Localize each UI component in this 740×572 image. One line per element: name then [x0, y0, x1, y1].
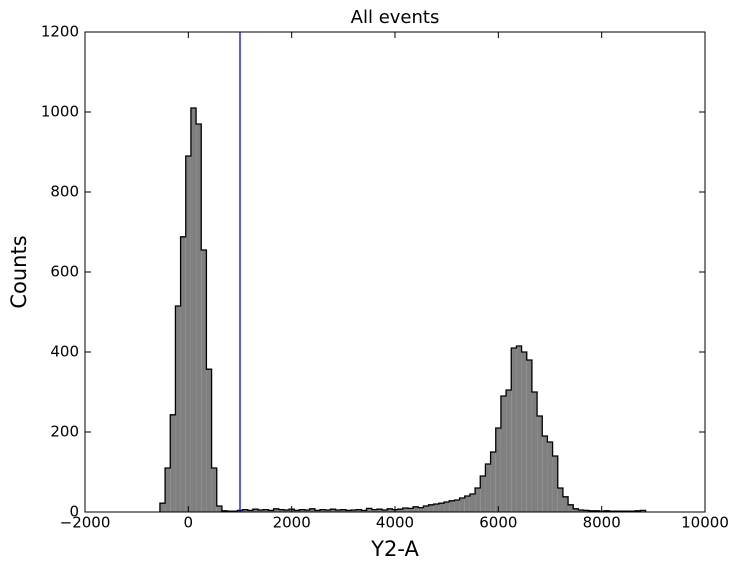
bar	[304, 510, 310, 512]
bar	[511, 348, 517, 512]
bar	[366, 508, 372, 512]
bar	[206, 369, 212, 512]
x-tick-label: 6000	[479, 514, 517, 532]
chart-title: All events	[351, 7, 440, 28]
bar	[537, 416, 543, 512]
bar	[283, 510, 290, 512]
bar	[325, 510, 331, 512]
bar	[376, 509, 383, 512]
bar	[211, 468, 217, 512]
bar	[170, 414, 176, 512]
bar	[454, 500, 460, 512]
bar	[428, 504, 434, 512]
bar	[387, 508, 393, 512]
bar	[159, 503, 166, 512]
bar	[273, 508, 279, 512]
bar	[583, 510, 589, 512]
y-tick-label: 800	[50, 183, 79, 201]
bar	[475, 488, 481, 512]
bar	[330, 509, 336, 512]
x-axis-label: Y2-A	[370, 537, 419, 561]
bar	[190, 108, 197, 512]
bar	[196, 124, 202, 512]
bar	[500, 396, 507, 512]
bar	[299, 509, 305, 512]
bar	[423, 506, 429, 512]
bar	[294, 510, 300, 512]
bar	[459, 498, 465, 512]
bar	[165, 468, 171, 512]
bar	[485, 464, 491, 512]
bar	[413, 506, 419, 512]
bar	[345, 510, 352, 512]
bar	[320, 509, 326, 512]
bar	[242, 509, 248, 512]
bar	[526, 360, 532, 512]
x-tick-label: 8000	[583, 514, 621, 532]
bar	[180, 236, 186, 513]
y-axis-label: Counts	[7, 235, 31, 308]
y-tick-label: 0	[69, 503, 79, 521]
bar	[418, 507, 424, 512]
bar	[531, 392, 538, 512]
bar	[438, 503, 445, 512]
bar	[480, 476, 486, 512]
bar	[309, 508, 315, 512]
bar	[562, 496, 569, 512]
bar	[495, 428, 501, 512]
bar	[444, 502, 450, 512]
bar	[449, 500, 455, 512]
bar	[397, 509, 403, 512]
bar	[557, 488, 563, 512]
bar	[340, 509, 346, 512]
bar	[216, 506, 222, 512]
y-tick-label: 1000	[41, 103, 79, 121]
bar	[469, 494, 476, 512]
bar	[552, 456, 558, 512]
bar	[464, 496, 470, 512]
bar	[278, 509, 284, 512]
x-tick-label: −2000	[60, 514, 111, 532]
bar	[351, 510, 357, 512]
bar	[314, 510, 321, 512]
bar	[640, 510, 646, 512]
bar	[402, 508, 408, 512]
y-tick-label: 200	[50, 423, 79, 441]
bar	[578, 510, 584, 512]
x-tick-label: 10000	[681, 514, 729, 532]
bar	[547, 442, 553, 512]
bar	[361, 510, 367, 512]
bar	[252, 509, 259, 512]
bar	[573, 508, 579, 512]
bar	[185, 156, 191, 512]
bar	[335, 510, 341, 512]
bar	[516, 346, 522, 512]
y-tick-label: 400	[50, 343, 79, 361]
y-tick-label: 1200	[41, 23, 79, 41]
x-tick-label: 4000	[376, 514, 414, 532]
bar	[542, 436, 548, 512]
bar	[371, 509, 377, 512]
bar	[490, 452, 496, 512]
bar	[407, 508, 414, 512]
bar	[506, 390, 512, 512]
bar	[268, 510, 274, 512]
bar	[356, 509, 362, 512]
bar	[247, 510, 253, 512]
bar	[258, 510, 264, 512]
bar	[382, 510, 388, 512]
x-tick-label: 2000	[273, 514, 311, 532]
bar	[175, 306, 181, 512]
bar	[568, 504, 574, 512]
bar	[263, 509, 269, 512]
bar	[521, 352, 527, 512]
bar	[201, 250, 207, 512]
y-tick-label: 600	[50, 263, 79, 281]
x-tick-label: 0	[184, 514, 194, 532]
bar	[433, 504, 439, 512]
